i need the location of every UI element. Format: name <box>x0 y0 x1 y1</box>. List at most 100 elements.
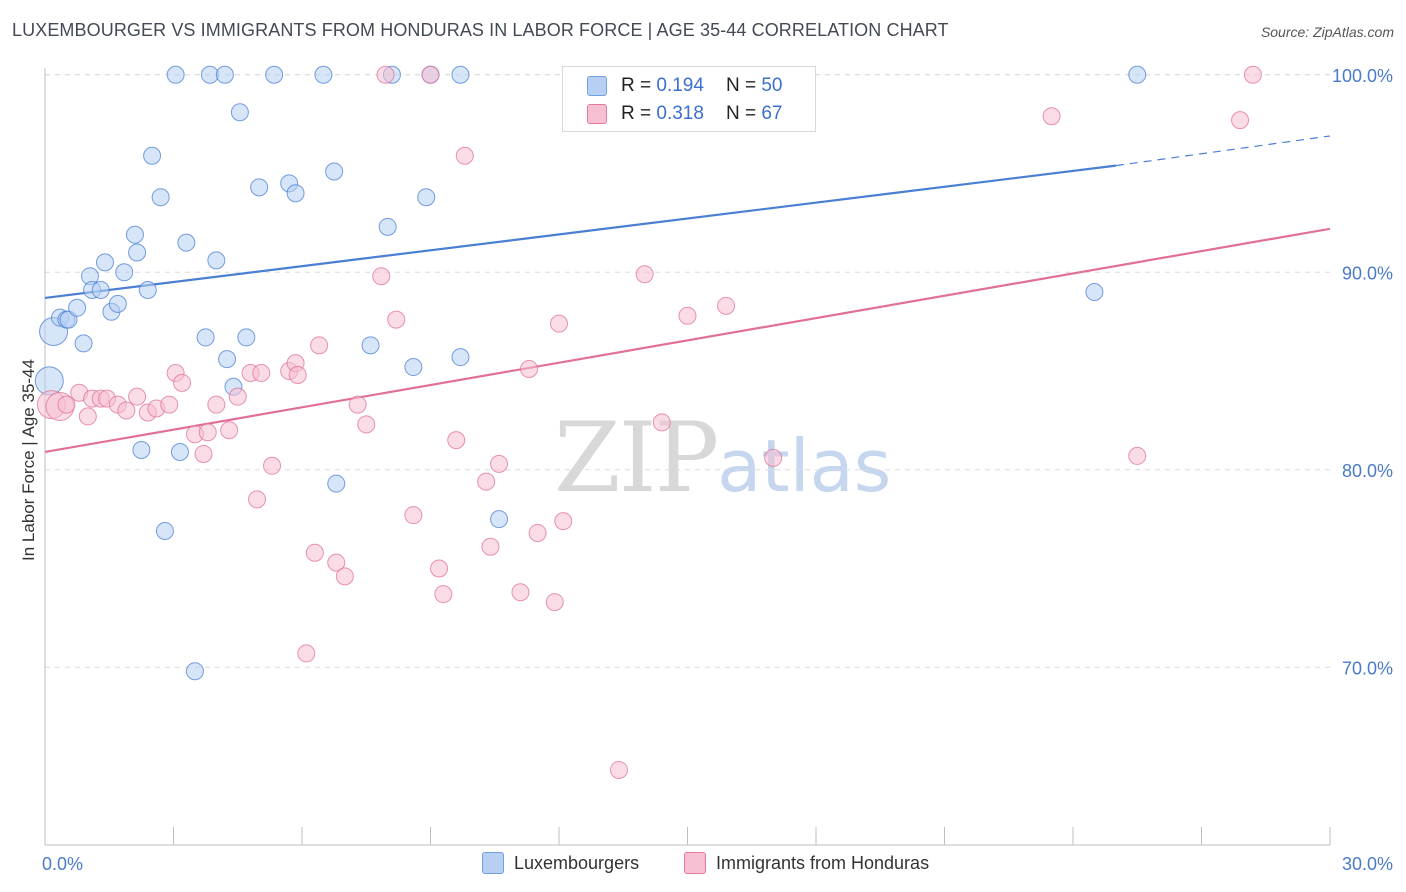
point-luxembourgers <box>265 65 284 84</box>
point-luxembourgers <box>451 348 470 367</box>
legend-n-value: 67 <box>761 103 783 124</box>
point-honduras <box>387 310 406 329</box>
point-luxembourgers <box>325 162 344 181</box>
point-honduras <box>609 760 628 779</box>
data-points <box>34 65 1262 779</box>
y-tick-label: 80.0% <box>1342 461 1393 481</box>
axes <box>44 68 1331 846</box>
watermark: ZIPatlas <box>554 402 891 514</box>
legend-row-luxembourgers: R = 0.194 N = 50 <box>587 73 782 99</box>
point-honduras <box>550 314 568 333</box>
trend-lines <box>44 135 1331 454</box>
legend-r-value: 0.194 <box>656 75 704 96</box>
legend-swatch-luxembourgers <box>482 852 504 874</box>
legend-n-label: N = <box>725 75 757 96</box>
legend-n-label: N = <box>725 103 757 124</box>
point-luxembourgers <box>200 65 219 84</box>
point-honduras <box>78 407 97 426</box>
point-luxembourgers <box>314 65 333 84</box>
legend-label-luxembourgers: Luxembourgers <box>514 852 640 873</box>
point-honduras <box>327 553 346 572</box>
point-honduras <box>357 415 376 434</box>
point-honduras <box>511 583 530 602</box>
point-honduras <box>430 559 449 578</box>
point-honduras <box>528 523 547 542</box>
point-honduras <box>678 306 697 325</box>
point-luxembourgers <box>417 188 436 207</box>
legend-swatch-honduras <box>587 104 607 124</box>
point-honduras <box>228 387 247 406</box>
watermark-zip: ZIP <box>554 402 719 514</box>
point-honduras <box>207 395 226 414</box>
x-tick-label: 30.0% <box>1342 854 1393 874</box>
point-luxembourgers <box>108 294 127 313</box>
point-honduras <box>520 360 539 379</box>
point-luxembourgers <box>286 184 305 203</box>
point-luxembourgers <box>196 328 215 347</box>
watermark-atlas: atlas <box>717 424 892 508</box>
point-honduras <box>764 448 783 467</box>
point-luxembourgers <box>378 217 397 236</box>
point-luxembourgers <box>327 474 346 493</box>
point-honduras <box>348 395 367 414</box>
y-axis-label: In Labor Force | Age 35-44 <box>19 359 38 561</box>
legend-row-honduras: R = 0.318 N = 67 <box>587 101 782 127</box>
point-luxembourgers <box>166 65 185 84</box>
point-luxembourgers <box>138 281 157 300</box>
point-honduras <box>173 373 192 392</box>
point-luxembourgers <box>207 251 226 270</box>
legend-swatch-honduras <box>684 852 706 874</box>
point-luxembourgers <box>68 298 87 317</box>
point-honduras <box>652 413 671 432</box>
legend-swatch-luxembourgers <box>587 76 607 96</box>
trend-line-luxembourgers <box>44 164 1116 300</box>
point-honduras <box>447 431 466 450</box>
point-honduras <box>1243 65 1262 84</box>
point-luxembourgers <box>95 253 114 272</box>
point-luxembourgers <box>218 350 237 369</box>
legend-r-value: 0.318 <box>656 103 704 124</box>
point-luxembourgers <box>250 178 269 197</box>
x-tick-label: 0.0% <box>42 854 83 874</box>
point-honduras <box>455 146 474 165</box>
point-honduras <box>1042 107 1061 126</box>
point-luxembourgers <box>132 441 151 459</box>
point-luxembourgers <box>91 281 110 300</box>
legend-item-luxembourgers[interactable]: Luxembourgers <box>482 852 639 874</box>
legend-item-honduras[interactable]: Immigrants from Honduras <box>684 852 929 874</box>
point-luxembourgers <box>237 328 256 347</box>
y-tick-label: 90.0% <box>1342 263 1393 283</box>
point-honduras <box>220 421 239 440</box>
point-luxembourgers <box>490 510 509 529</box>
point-luxembourgers <box>125 225 144 244</box>
point-honduras <box>1128 446 1147 465</box>
source-label: Source: ZipAtlas.com <box>1260 24 1394 40</box>
correlation-legend: R = 0.194 N = 50 R = 0.318 N = 67 <box>562 66 816 132</box>
point-honduras <box>490 454 509 473</box>
point-honduras <box>717 296 736 315</box>
point-honduras <box>376 65 395 84</box>
point-honduras <box>297 644 316 663</box>
legend-n-value: 50 <box>761 75 783 96</box>
point-luxembourgers <box>230 103 249 122</box>
y-tick-label: 70.0% <box>1342 658 1393 678</box>
point-honduras <box>477 472 496 491</box>
point-honduras <box>404 506 423 525</box>
trend-line-honduras <box>44 227 1331 454</box>
point-luxembourgers <box>1085 283 1104 301</box>
point-honduras <box>248 490 267 509</box>
point-honduras <box>310 336 329 355</box>
grid <box>45 74 1330 668</box>
point-luxembourgers <box>1128 65 1147 84</box>
point-honduras <box>305 543 324 562</box>
y-tick-label: 100.0% <box>1332 66 1393 86</box>
point-luxembourgers <box>115 263 134 282</box>
point-luxembourgers <box>451 65 470 84</box>
point-honduras <box>252 363 271 382</box>
point-honduras <box>1231 111 1250 130</box>
point-honduras <box>545 593 564 612</box>
point-honduras <box>198 423 217 442</box>
point-luxembourgers <box>170 442 189 461</box>
point-honduras <box>117 401 136 420</box>
